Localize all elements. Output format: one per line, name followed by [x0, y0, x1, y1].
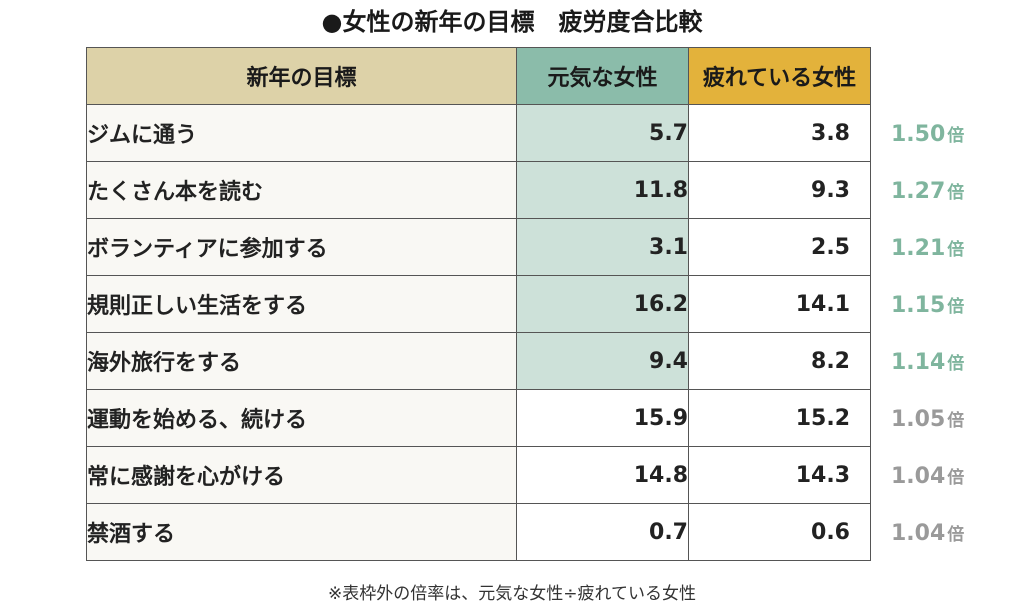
energetic-value-cell: 11.8 [516, 161, 689, 219]
column-header-tired: 疲れている女性 [688, 47, 871, 105]
tired-value-cell: 9.3 [688, 161, 871, 219]
tired-value-cell: 14.3 [688, 446, 871, 504]
ratio-value: 1.27 [891, 179, 946, 204]
table-row: 常に感謝を心がける 14.8 14.3 [86, 446, 871, 504]
goal-cell: ボランティアに参加する [86, 218, 517, 276]
ratio-unit: 倍 [947, 126, 965, 146]
energetic-value-cell: 0.7 [516, 503, 689, 561]
ratio-unit: 倍 [947, 240, 965, 260]
ratio-label: 1.50 倍 [891, 106, 964, 163]
ratio-value: 1.04 [891, 521, 946, 546]
table-row: ボランティアに参加する 3.1 2.5 [86, 218, 871, 276]
table-row: 規則正しい生活をする 16.2 14.1 [86, 275, 871, 333]
ratio-value: 1.15 [891, 293, 946, 318]
ratio-unit: 倍 [947, 411, 965, 431]
tired-value-cell: 8.2 [688, 332, 871, 390]
goal-cell: ジムに通う [86, 104, 517, 162]
ratio-label: 1.15 倍 [891, 277, 964, 334]
tired-value-cell: 3.8 [688, 104, 871, 162]
energetic-value-cell: 5.7 [516, 104, 689, 162]
comparison-table: 新年の目標 元気な女性 疲れている女性 ジムに通う 5.7 3.8 たくさん本を読む 1… [86, 47, 871, 561]
energetic-value-cell: 9.4 [516, 332, 689, 390]
table-row: たくさん本を読む 11.8 9.3 [86, 161, 871, 219]
goal-cell: 運動を始める、続ける [86, 389, 517, 447]
ratio-label: 1.05 倍 [891, 391, 964, 448]
goal-cell: 常に感謝を心がける [86, 446, 517, 504]
table-row: 運動を始める、続ける 15.9 15.2 [86, 389, 871, 447]
ratio-label: 1.04 倍 [891, 448, 964, 505]
tired-value-cell: 14.1 [688, 275, 871, 333]
ratio-unit: 倍 [947, 297, 965, 317]
table-body: ジムに通う 5.7 3.8 たくさん本を読む 11.8 9.3 ボランティアに参加する 3.1… [86, 104, 871, 561]
ratio-label: 1.27 倍 [891, 163, 964, 220]
ratio-value: 1.04 [891, 464, 946, 489]
tired-value-cell: 0.6 [688, 503, 871, 561]
ratio-unit: 倍 [947, 183, 965, 203]
chart-title: ●女性の新年の目標 疲労度合比較 [321, 8, 703, 36]
ratio-value: 1.21 [891, 236, 946, 261]
goal-cell: 禁酒する [86, 503, 517, 561]
energetic-value-cell: 15.9 [516, 389, 689, 447]
goal-cell: 規則正しい生活をする [86, 275, 517, 333]
ratio-label: 1.21 倍 [891, 220, 964, 277]
ratio-unit: 倍 [947, 468, 965, 488]
ratio-value: 1.05 [891, 407, 946, 432]
tired-value-cell: 2.5 [688, 218, 871, 276]
column-header-goal: 新年の目標 [86, 47, 517, 105]
table-header-row: 新年の目標 元気な女性 疲れている女性 [86, 47, 871, 105]
ratio-value: 1.50 [891, 122, 946, 147]
ratio-label: 1.14 倍 [891, 334, 964, 391]
table-row: 禁酒する 0.7 0.6 [86, 503, 871, 561]
ratio-label: 1.04 倍 [891, 505, 964, 562]
goal-cell: 海外旅行をする [86, 332, 517, 390]
footnote: ※表枠外の倍率は、元気な女性÷疲れている女性 [328, 584, 696, 604]
energetic-value-cell: 3.1 [516, 218, 689, 276]
goal-cell: たくさん本を読む [86, 161, 517, 219]
ratio-unit: 倍 [947, 354, 965, 374]
table-row: 海外旅行をする 9.4 8.2 [86, 332, 871, 390]
column-header-energetic: 元気な女性 [516, 47, 689, 105]
energetic-value-cell: 16.2 [516, 275, 689, 333]
table-row: ジムに通う 5.7 3.8 [86, 104, 871, 162]
tired-value-cell: 15.2 [688, 389, 871, 447]
ratio-unit: 倍 [947, 525, 965, 545]
ratio-value: 1.14 [891, 350, 946, 375]
energetic-value-cell: 14.8 [516, 446, 689, 504]
